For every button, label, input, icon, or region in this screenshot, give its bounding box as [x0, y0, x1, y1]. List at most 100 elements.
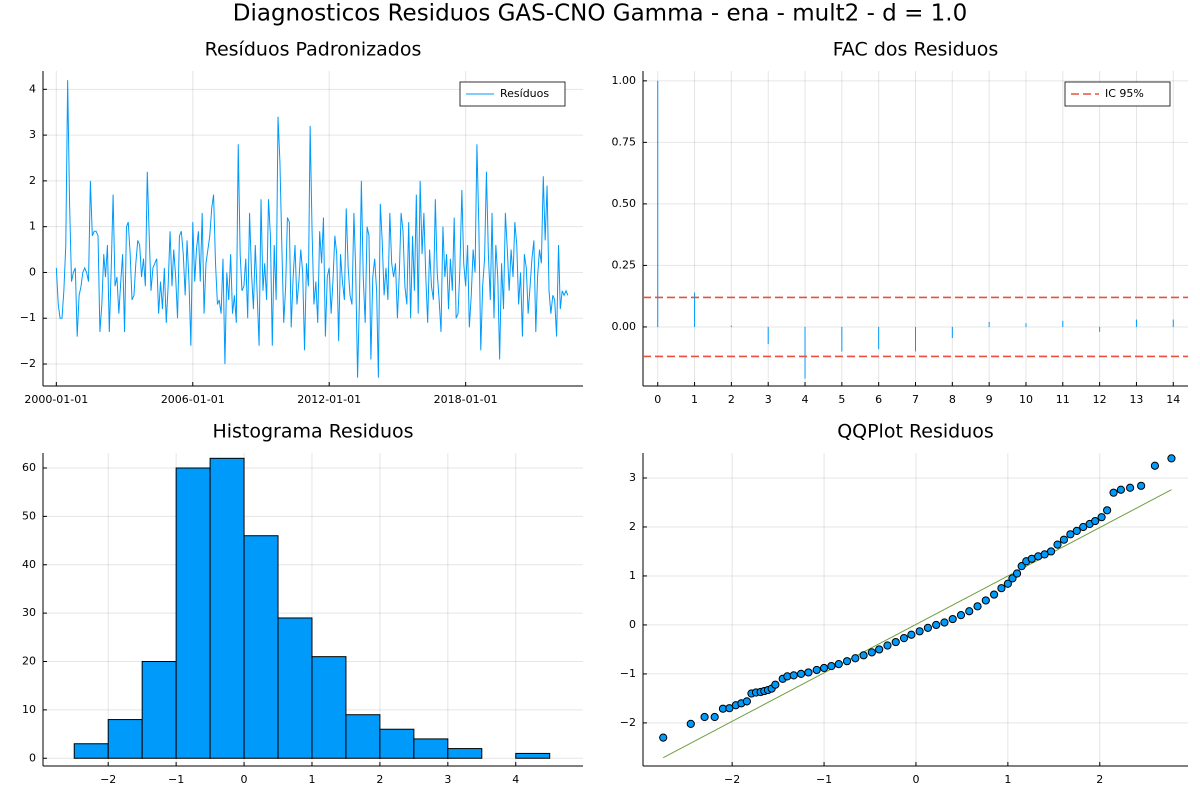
x-tick-label: 13	[1129, 393, 1143, 406]
qq-point	[875, 645, 884, 654]
qq-point	[1167, 454, 1176, 463]
y-tick-label: 2	[29, 174, 36, 187]
qq-point	[859, 651, 868, 660]
x-tick-label: 14	[1166, 393, 1180, 406]
qq-point	[812, 665, 821, 675]
y-tick-label: 40	[22, 558, 36, 571]
qq-point	[789, 671, 798, 680]
y-tick-label: −2	[620, 716, 636, 729]
x-tick-label: 5	[838, 393, 845, 406]
histogram-bar	[107, 719, 143, 759]
qq-point	[1097, 513, 1106, 522]
x-tick-label: 0	[912, 773, 919, 786]
qq-point	[1125, 483, 1135, 492]
qq-point	[742, 697, 751, 706]
histogram-bar	[243, 535, 279, 759]
legend-label: IC 95%	[1105, 87, 1144, 100]
histogram-bar	[73, 743, 109, 759]
histogram-bar	[515, 752, 551, 759]
qq-point	[973, 602, 982, 611]
qq-point	[867, 648, 876, 657]
x-tick-label: 2000-01-01	[24, 393, 88, 406]
x-tick-label: 1	[1004, 773, 1011, 786]
qq-point	[771, 680, 780, 689]
y-tick-label: 60	[22, 461, 36, 474]
y-tick-label: 30	[22, 606, 36, 619]
qq-point	[1046, 547, 1056, 556]
qq-point	[700, 712, 709, 722]
x-tick-label: −1	[816, 773, 832, 786]
histogram-bar	[379, 728, 415, 759]
qq-point	[997, 584, 1006, 593]
histogram-bar	[175, 467, 211, 759]
qq-point	[907, 630, 916, 639]
x-tick-label: 11	[1056, 393, 1070, 406]
qq-point	[686, 719, 695, 728]
reference-line	[662, 489, 1172, 759]
qq-point	[981, 596, 990, 605]
legend-label: Resíduos	[500, 87, 549, 100]
y-tick-label: 0.75	[612, 135, 637, 148]
qq-point	[1137, 481, 1146, 490]
y-tick-label: 10	[22, 703, 36, 716]
x-tick-label: 2	[728, 393, 735, 406]
x-tick-label: 10	[1019, 393, 1033, 406]
x-tick-label: 2	[376, 773, 383, 786]
qq-point	[1072, 526, 1081, 535]
y-tick-label: 3	[629, 471, 636, 484]
x-tick-label: 6	[875, 393, 882, 406]
x-tick-label: 2018-01-01	[434, 393, 498, 406]
histogram-bar	[209, 457, 245, 759]
y-tick-label: 0	[29, 751, 36, 764]
y-tick-label: 1.00	[612, 74, 637, 87]
qq-point	[1053, 540, 1062, 549]
qq-point	[891, 637, 900, 647]
x-tick-label: 7	[912, 393, 919, 406]
qq-point	[1008, 574, 1017, 583]
x-tick-label: 2006-01-01	[161, 393, 225, 406]
histogram-bar	[311, 656, 347, 759]
x-tick-label: 12	[1093, 393, 1107, 406]
x-tick-label: 0	[654, 393, 661, 406]
x-tick-label: 2012-01-01	[297, 393, 361, 406]
x-tick-label: 8	[949, 393, 956, 406]
qq-point	[899, 634, 909, 643]
y-tick-label: 0	[29, 265, 36, 278]
y-tick-label: 20	[22, 655, 36, 668]
x-tick-label: 4	[512, 773, 519, 786]
qq-point	[819, 663, 829, 673]
qq-point	[827, 661, 836, 671]
histogram-bar	[345, 714, 381, 759]
qq-point	[1059, 535, 1069, 544]
qq-point	[948, 614, 957, 624]
qq-point	[1116, 485, 1126, 494]
x-tick-label: −2	[100, 773, 116, 786]
histogram-bar	[413, 738, 449, 759]
qq-point	[915, 627, 924, 636]
qq-point	[1103, 506, 1112, 515]
y-tick-label: −1	[20, 311, 36, 324]
legend-box	[1064, 81, 1171, 107]
x-tick-label: 3	[765, 393, 772, 406]
x-tick-label: −1	[168, 773, 184, 786]
qq-point	[1091, 516, 1100, 526]
qq-point	[1066, 530, 1075, 539]
y-tick-label: 50	[22, 509, 36, 522]
qq-point	[796, 669, 806, 679]
x-tick-label: 1	[308, 773, 315, 786]
qq-point	[851, 654, 860, 663]
x-tick-label: 1	[691, 393, 698, 406]
qq-point	[842, 657, 852, 666]
x-tick-label: 4	[802, 393, 809, 406]
y-tick-label: 1	[629, 569, 636, 582]
qq-point	[1150, 461, 1160, 470]
x-tick-label: 2	[1096, 773, 1103, 786]
qq-point	[965, 607, 974, 616]
subplot-title: QQPlot Residuos	[837, 421, 994, 443]
qq-point	[1003, 579, 1012, 588]
qq-point	[659, 733, 668, 742]
y-tick-label: 3	[29, 128, 36, 141]
qq-point	[1017, 562, 1026, 571]
subplot-title: Histograma Residuos	[212, 421, 413, 443]
